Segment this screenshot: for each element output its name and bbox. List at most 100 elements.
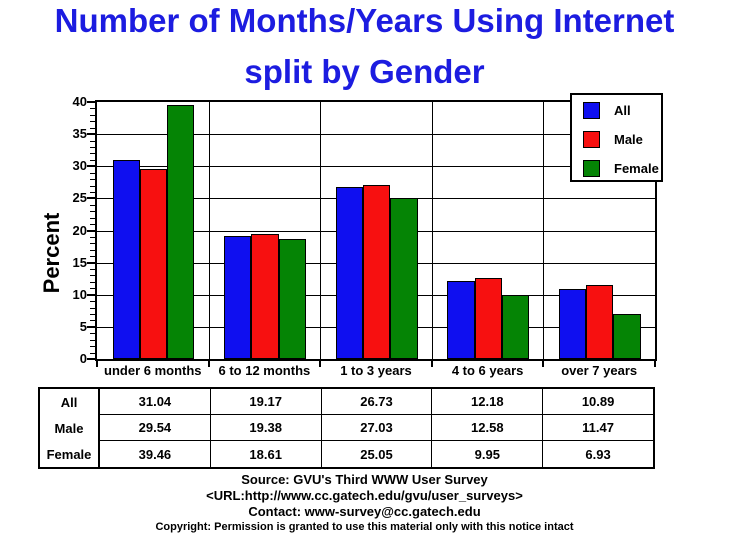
bar-female-3 bbox=[501, 295, 530, 359]
y-axis-minor-tick bbox=[90, 121, 95, 122]
data-table: All 31.04 19.17 26.73 12.18 10.89 Male 29.54 19.… bbox=[38, 387, 655, 469]
y-tick-label: 40 bbox=[72, 94, 87, 109]
table-cell: 26.73 bbox=[321, 389, 433, 415]
bar-male-2 bbox=[363, 185, 391, 359]
table-cell: 19.17 bbox=[210, 389, 322, 415]
bar-all-1 bbox=[224, 235, 252, 359]
bar-all-2 bbox=[335, 187, 364, 359]
table-row-label: Female bbox=[40, 441, 100, 467]
gridline-30 bbox=[97, 166, 655, 168]
y-axis-minor-tick bbox=[90, 282, 95, 283]
group-divider bbox=[208, 102, 210, 359]
y-axis-tick bbox=[87, 358, 95, 360]
table-cell: 9.95 bbox=[432, 441, 544, 467]
x-axis-tick bbox=[319, 361, 322, 367]
bar-female-0 bbox=[167, 105, 195, 359]
y-axis-minor-tick bbox=[90, 275, 95, 276]
y-tick-label: 5 bbox=[79, 318, 87, 334]
y-axis-tick bbox=[87, 229, 95, 232]
footer-source: Source: GVU's Third WWW User Survey bbox=[241, 472, 488, 487]
bar-all-0 bbox=[112, 159, 140, 359]
table-cell: 25.05 bbox=[322, 441, 433, 467]
legend-label: All bbox=[614, 103, 631, 118]
y-axis-minor-tick bbox=[90, 160, 95, 161]
table-row-label: All bbox=[40, 389, 100, 415]
table-cell: 18.61 bbox=[211, 441, 322, 467]
chart-title-line2: split by Gender bbox=[244, 53, 485, 90]
y-axis-minor-tick bbox=[90, 237, 95, 238]
y-axis-minor-tick bbox=[90, 218, 95, 219]
y-tick-label: 0 bbox=[79, 351, 87, 366]
group-divider bbox=[431, 102, 433, 359]
y-axis-tick bbox=[87, 325, 95, 328]
x-axis-tick bbox=[654, 361, 656, 367]
y-axis-minor-tick bbox=[90, 141, 95, 142]
group-divider bbox=[543, 102, 545, 359]
y-axis-minor-tick bbox=[90, 108, 95, 109]
bar-all-4 bbox=[559, 289, 587, 359]
table-cell: 39.46 bbox=[100, 441, 211, 467]
y-axis-minor-tick bbox=[90, 353, 95, 354]
legend-label: Male bbox=[614, 132, 643, 147]
female-swatch bbox=[583, 160, 600, 177]
bar-male-3 bbox=[474, 278, 502, 359]
y-axis-minor-tick bbox=[90, 320, 95, 321]
x-axis-tick bbox=[430, 361, 433, 367]
y-axis-tick bbox=[87, 197, 95, 200]
bar-female-4 bbox=[613, 314, 641, 359]
x-category-label: 1 to 3 years bbox=[340, 363, 412, 378]
all-swatch bbox=[583, 102, 600, 119]
y-axis-minor-tick bbox=[90, 314, 95, 315]
bar-female-2 bbox=[390, 198, 418, 359]
table-cell: 12.18 bbox=[432, 389, 544, 415]
y-tick-label: 15 bbox=[72, 254, 87, 270]
y-axis-minor-tick bbox=[90, 186, 95, 187]
table-cell: 31.04 bbox=[100, 389, 211, 415]
y-axis-minor-tick bbox=[90, 346, 95, 347]
y-axis-minor-tick bbox=[90, 224, 95, 225]
y-tick-label: 20 bbox=[72, 222, 87, 238]
legend: All Male Female bbox=[570, 93, 663, 182]
y-axis-tick bbox=[87, 293, 95, 296]
table-cell: 29.54 bbox=[100, 415, 211, 441]
table-cell: 19.38 bbox=[210, 415, 322, 441]
bar-male-0 bbox=[139, 169, 168, 359]
y-tick-label: 10 bbox=[72, 286, 87, 302]
y-axis-minor-tick bbox=[90, 308, 95, 309]
bar-female-1 bbox=[278, 239, 306, 359]
bar-male-1 bbox=[251, 234, 279, 359]
y-axis-tick bbox=[87, 165, 95, 168]
y-tick-label: 35 bbox=[72, 126, 87, 142]
legend-entry-all: All bbox=[572, 102, 661, 120]
legend-entry-female: Female bbox=[572, 160, 661, 178]
bar-all-3 bbox=[447, 280, 475, 359]
gridline-35 bbox=[97, 134, 655, 136]
table-row: All 31.04 19.17 26.73 12.18 10.89 bbox=[40, 389, 653, 415]
y-axis-minor-tick bbox=[90, 173, 95, 174]
y-tick-label: 30 bbox=[72, 158, 87, 174]
x-axis-tick bbox=[207, 361, 210, 367]
table-cell: 11.47 bbox=[543, 415, 653, 441]
x-category-label: under 6 months bbox=[104, 363, 202, 378]
y-axis-minor-tick bbox=[90, 205, 95, 206]
y-axis-minor-tick bbox=[90, 128, 95, 129]
y-axis-minor-tick bbox=[90, 243, 95, 244]
bar-male-4 bbox=[586, 285, 614, 359]
y-axis-minor-tick bbox=[90, 211, 95, 212]
footer-contact: Contact: www-survey@cc.gatech.edu bbox=[248, 504, 481, 519]
y-axis-minor-tick bbox=[90, 147, 95, 148]
y-axis-tick bbox=[87, 101, 95, 103]
x-axis-tick bbox=[542, 361, 545, 367]
y-axis-minor-tick bbox=[90, 179, 95, 180]
table-row: Male 29.54 19.38 27.03 12.58 11.47 bbox=[40, 415, 653, 441]
chart-title-line1: Number of Months/Years Using Internet bbox=[54, 2, 675, 39]
y-axis-minor-tick bbox=[90, 301, 95, 302]
y-axis-minor-tick bbox=[90, 340, 95, 341]
y-axis-minor-tick bbox=[90, 250, 95, 251]
table-cell: 6.93 bbox=[585, 446, 611, 462]
table-cell: 27.03 bbox=[321, 415, 433, 441]
x-category-label: over 7 years bbox=[561, 363, 638, 378]
group-divider bbox=[320, 102, 322, 359]
table-cell: 10.89 bbox=[543, 389, 653, 415]
x-axis-tick bbox=[96, 361, 98, 367]
